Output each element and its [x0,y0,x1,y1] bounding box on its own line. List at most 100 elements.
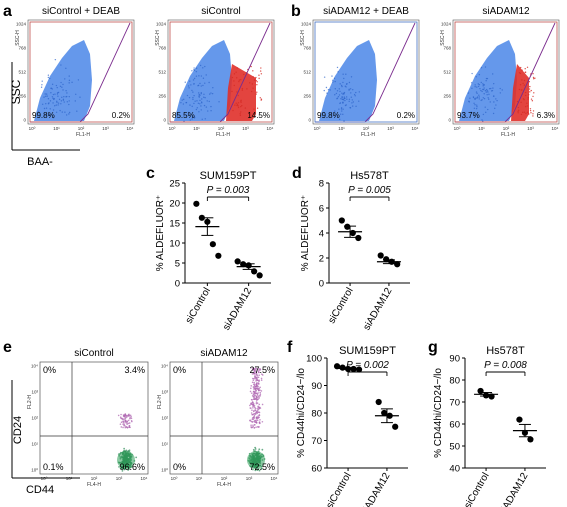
cd-green-event [261,448,264,451]
blue-event [479,87,481,90]
y-tick-label: 50 [449,442,460,453]
cd-xtick: 10³ [116,476,123,481]
y-tick-label: 70 [311,436,322,447]
cd-ytick: 10⁴ [161,364,168,369]
red-event [527,96,530,99]
cd-pink-event [251,409,253,411]
blue-event [197,85,199,87]
red-event [517,112,519,114]
blue-event [192,79,195,81]
blue-event [338,94,341,96]
red-event [240,101,242,104]
cd-green-event [258,448,261,451]
blue-event [485,88,488,91]
blue-event [486,90,489,92]
cd-pink-event [126,427,129,429]
blue-event [468,100,470,103]
flow-ytick: 512 [443,70,451,75]
y-tick-label: 2 [319,254,324,265]
blue-event [471,87,473,89]
red-event [240,111,242,113]
cd-pink-event [255,411,258,414]
red-event [534,77,536,79]
red-event [520,89,523,91]
blue-event [476,86,478,88]
blue-event [191,70,193,72]
blue-event [348,100,350,103]
y-tick-label: 0 [319,279,324,290]
blue-event [480,81,482,84]
cd-ytick: 10² [161,416,168,421]
blue-event [342,73,344,75]
blue-event [469,97,471,99]
cd-xtick: 10¹ [196,476,203,481]
cd-pink-event [254,389,257,391]
blue-event [54,58,57,61]
red-event [231,90,233,93]
flow-ytick: 512 [158,70,166,75]
flow-xtick: 10⁴ [127,126,134,131]
blue-event [470,111,472,113]
blue-event [478,94,480,96]
red-event [260,67,262,69]
blue-event [343,77,345,80]
blue-event [340,108,343,110]
quadrant-ul: 0% [43,365,56,375]
blue-event [191,105,193,108]
flow-xtick: 10³ [527,126,534,131]
blue-event [56,101,58,104]
cd-pink-event [249,404,251,407]
blue-event [341,110,343,112]
blue-event [345,96,348,98]
cd-pink-event [119,423,122,425]
blue-event [348,88,350,90]
cd-pink-event [123,418,125,420]
blue-event [57,95,59,97]
blue-event [64,78,66,80]
cd-pink-event [253,377,255,380]
x-tick-label: siControl [462,471,491,507]
cd-pink-event [250,387,252,390]
blue-event [208,100,210,103]
blue-event [475,76,477,78]
red-event [525,105,527,108]
cd-pink-event [255,401,258,403]
blue-event [201,98,203,100]
red-event [525,112,527,115]
flow-title: siControl + DEAB [42,6,120,17]
cd-pink-event [255,419,258,422]
blue-event [493,95,495,97]
red-event [523,79,526,82]
blue-event [189,80,191,82]
blue-event [201,118,203,120]
blue-event [204,118,206,120]
red-event [518,109,520,111]
blue-event [196,100,198,102]
red-event [259,97,261,99]
y-tick-label: 0 [175,279,180,290]
blue-event [334,80,336,83]
blue-event [476,106,478,108]
gate-frame [29,21,133,123]
blue-population [319,40,377,121]
cd-pink-event [250,420,253,423]
blue-event [60,81,62,84]
blue-event [187,85,190,87]
cd-pink-event [126,414,129,417]
blue-event [180,102,182,104]
flow-right-percent: 14.5% [247,111,270,120]
blue-event [341,96,344,98]
blue-event [68,113,70,115]
flow-left-percent: 99.8% [32,111,55,120]
blue-event [51,83,54,86]
flow-xlabel: FL1-H [216,132,230,138]
red-event [519,66,522,69]
blue-event [478,83,481,86]
flow-right-percent: 6.3% [537,111,555,120]
blue-event [45,107,48,109]
cd-xlabel: FL4-H [87,482,101,488]
blue-event [489,101,491,103]
flow-xtick: 10⁴ [552,126,559,131]
blue-event [344,99,346,102]
red-event [256,91,258,93]
